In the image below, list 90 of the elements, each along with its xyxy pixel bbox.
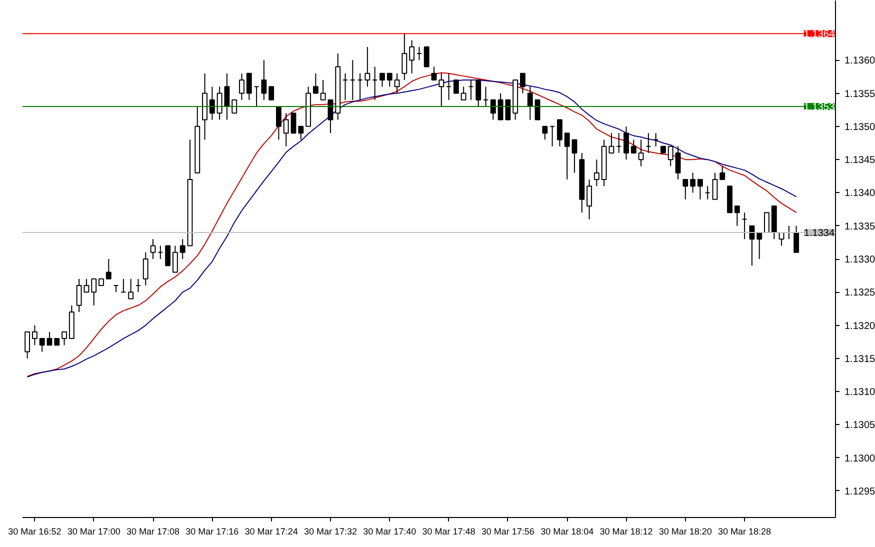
candlestick: [764, 212, 770, 233]
candlestick: [290, 112, 296, 134]
candlestick: [594, 159, 600, 187]
candlestick: [630, 139, 636, 154]
candlestick: [794, 225, 800, 253]
candlestick: [320, 80, 326, 100]
candlestick: [150, 238, 156, 260]
candlestick: [142, 252, 148, 286]
candlestick: [734, 205, 740, 226]
x-tick-label: 30 Mar 17:48: [422, 526, 476, 536]
candlestick: [586, 178, 592, 220]
candlestick: [720, 166, 726, 180]
candlestick: [749, 225, 755, 266]
x-tick-label: 30 Mar 17:24: [244, 526, 298, 536]
candlestick: [572, 139, 578, 174]
candlestick: [172, 245, 178, 273]
y-tick-label: 1.1345: [844, 155, 875, 166]
candlestick: [409, 40, 415, 74]
candlestick: [438, 72, 444, 108]
candlestick: [476, 80, 482, 108]
ref-line-label: 1.1353: [804, 102, 835, 114]
y-tick-label: 1.1305: [844, 420, 875, 432]
candlestick: [276, 106, 282, 140]
candlestick: [527, 86, 533, 120]
y-tick-label: 1.1295: [844, 486, 875, 498]
y-tick-label: 1.1350: [844, 122, 875, 133]
y-tick-label: 1.1335: [844, 221, 875, 232]
candlestick: [564, 132, 570, 180]
candlestick: [312, 72, 318, 94]
candlestick: [697, 178, 703, 200]
candlestick: [106, 258, 112, 280]
x-tick-label: 30 Mar 18:20: [658, 526, 712, 536]
x-tick-label: 30 Mar 17:40: [363, 526, 416, 536]
candlestick: [91, 278, 97, 306]
candlestick: [32, 324, 38, 346]
x-tick-label: 30 Mar 18:12: [600, 526, 653, 536]
candlestick: [431, 66, 437, 81]
candlestick: [638, 139, 644, 167]
candlestick: [165, 245, 171, 266]
candlestick: [490, 99, 496, 120]
x-tick-label: 30 Mar 17:08: [126, 526, 180, 536]
x-tick-label: 30 Mar 17:56: [481, 526, 534, 536]
y-tick-label: 1.1300: [844, 453, 875, 464]
y-tick-label: 1.1325: [844, 288, 875, 299]
x-tick-label: 30 Mar 17:16: [186, 526, 239, 536]
candlestick: [460, 86, 466, 100]
candlestick: [380, 72, 385, 88]
ref-line-label: 1.1334: [804, 228, 835, 239]
y-tick-label: 1.1315: [844, 354, 875, 365]
candlestick: [624, 126, 629, 160]
candlestick: [62, 331, 67, 346]
candlestick: [298, 126, 304, 140]
candlestick: [394, 72, 400, 94]
x-tick-label: 30 Mar 17:00: [67, 526, 120, 536]
candlestick: [402, 33, 408, 81]
candlestick: [283, 112, 289, 147]
candlestick: [128, 278, 134, 300]
candlestick: [386, 72, 392, 88]
candlestick: [239, 72, 244, 100]
y-tick-label: 1.1330: [844, 254, 875, 266]
candlestick: [180, 238, 186, 260]
y-tick-label: 1.1320: [844, 320, 875, 332]
candlestick: [682, 178, 688, 200]
x-tick-label: 30 Mar 18:04: [540, 526, 594, 536]
candlestick: [534, 99, 540, 120]
candlestick: [453, 80, 459, 94]
y-tick-label: 1.1355: [844, 88, 875, 100]
candlestick: [520, 72, 526, 94]
candlestick: [261, 60, 267, 100]
y-tick-label: 1.1340: [844, 188, 875, 200]
candlestick: [542, 126, 548, 140]
candlestick: [556, 119, 562, 147]
candlestick: [364, 46, 370, 88]
candlestick: [24, 331, 30, 359]
y-tick-label: 1.1310: [844, 387, 875, 398]
candlestick: [39, 338, 45, 352]
candlestick: [712, 172, 718, 200]
candlestick: [675, 146, 681, 180]
candlestick: [690, 172, 696, 194]
candlestick: [232, 99, 238, 114]
y-tick-label: 1.1360: [844, 56, 875, 67]
x-tick-label: 30 Mar 17:32: [304, 526, 357, 536]
candlestick: [268, 86, 274, 100]
candlestick: [209, 86, 215, 120]
x-tick-label: 30 Mar 16:52: [8, 526, 62, 536]
candlestick: [668, 146, 674, 167]
candlestick: [246, 72, 252, 100]
x-tick-label: 30 Mar 18:28: [718, 526, 772, 536]
candlestick: [46, 331, 52, 346]
candlestick: [424, 46, 430, 68]
